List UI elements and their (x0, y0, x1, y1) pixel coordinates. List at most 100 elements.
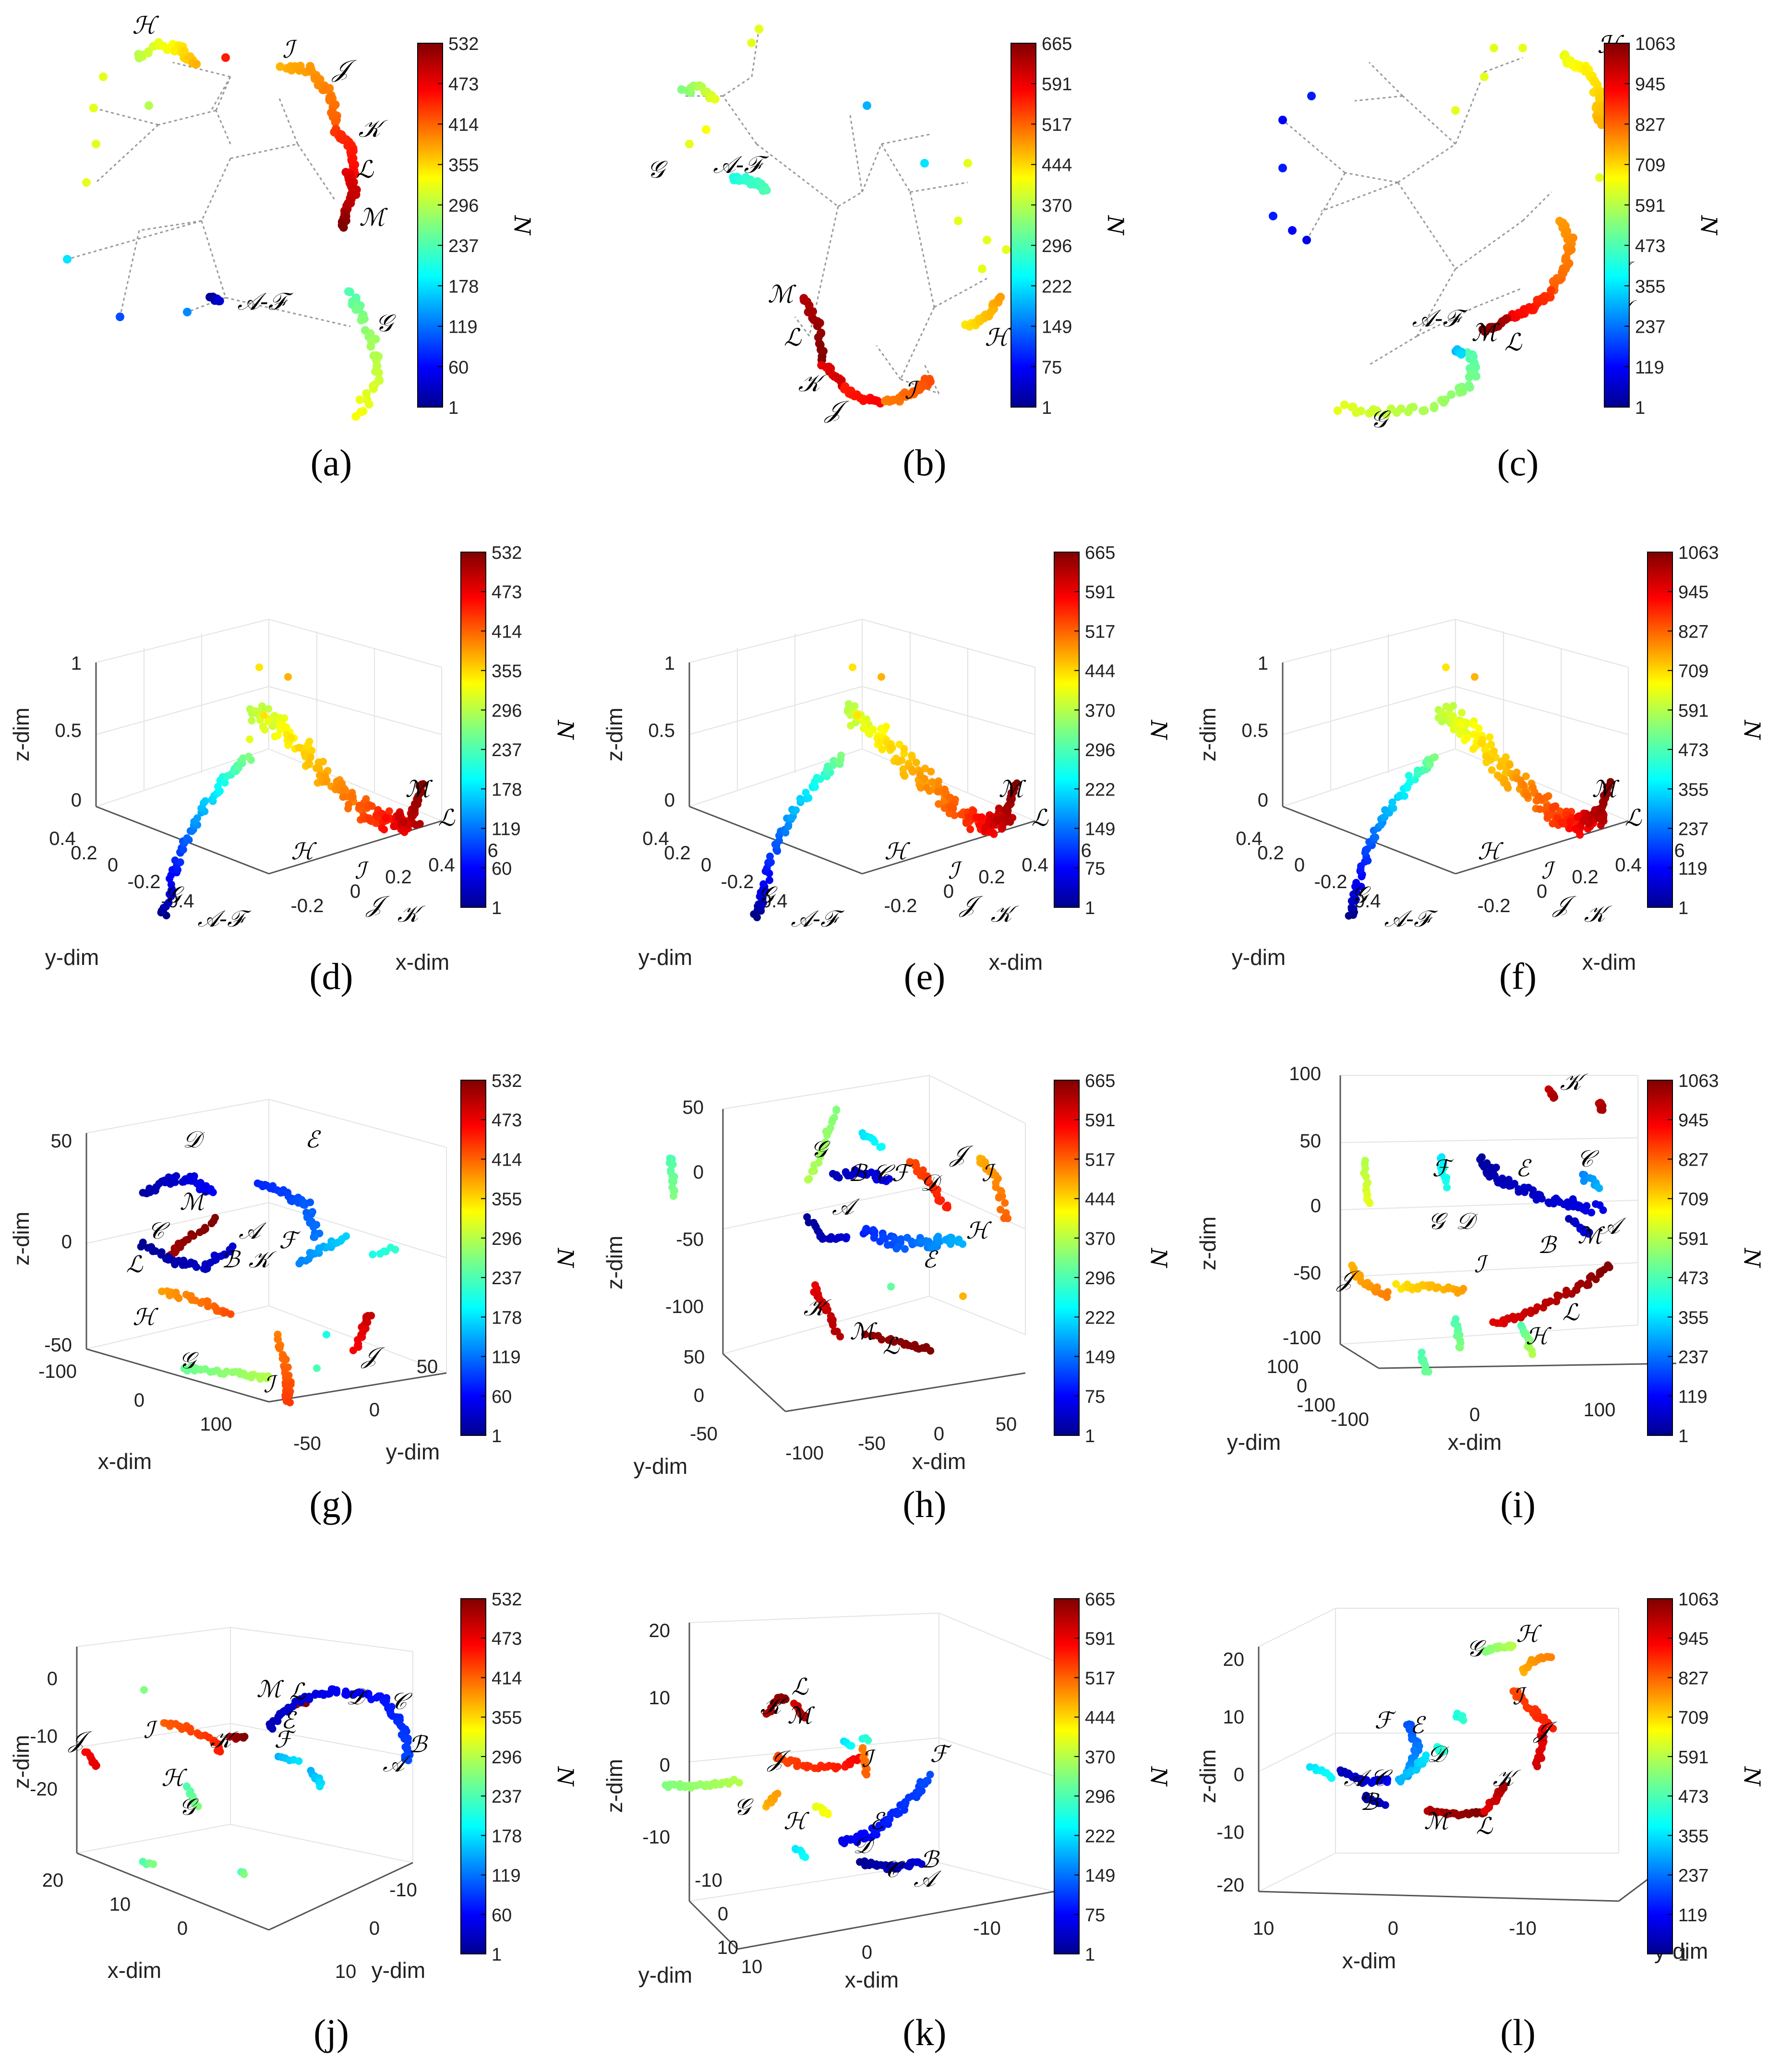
data-point (1288, 226, 1297, 235)
y-tick-label: -50 (690, 1423, 718, 1445)
cluster-label: ℬ (221, 1246, 241, 1273)
data-point (959, 1292, 967, 1300)
colorbar: 1 60 119 178 237 296 355 414 473 532 N (460, 1590, 578, 1965)
data-point (894, 758, 902, 766)
cluster-label: 𝒜 (239, 1217, 267, 1244)
cluster-label: ℐ (144, 1717, 158, 1744)
cluster-label: 𝒢 (179, 1794, 199, 1820)
data-point (1498, 1783, 1506, 1792)
tree-edge (861, 144, 882, 193)
z-tick-label: 1 (71, 653, 82, 674)
data-point (1469, 352, 1478, 361)
data-point (869, 1226, 878, 1234)
data-point (1499, 1181, 1507, 1189)
data-point (1278, 164, 1287, 172)
data-point (1400, 792, 1408, 800)
cluster-label: ℒ (784, 324, 802, 351)
data-point (983, 236, 991, 244)
data-point (1307, 92, 1316, 100)
data-point (388, 1712, 397, 1720)
data-point (89, 104, 98, 112)
data-point (1333, 406, 1342, 415)
y-tick-label: 0 (701, 855, 711, 876)
colorbar-label: N (553, 720, 578, 740)
colorbar-tick-label: 1 (1085, 1426, 1095, 1446)
data-point (917, 1860, 926, 1868)
x-tick-label: 0 (934, 1423, 944, 1445)
data-point (834, 1763, 842, 1771)
cluster-label: 𝒞 (148, 1217, 170, 1244)
data-point (782, 829, 790, 837)
x-tick-label: 0 (134, 1390, 144, 1411)
cluster-label: ℋ (985, 324, 1012, 351)
z-tick-label: 50 (683, 1097, 704, 1118)
data-point (1465, 383, 1474, 392)
y-tick-label: -0.2 (128, 871, 161, 892)
data-point (1505, 761, 1514, 769)
cluster-label: ℳ (850, 1318, 878, 1345)
data-point (1487, 756, 1495, 764)
tree-edge (1522, 191, 1552, 222)
y-tick-label: -10 (695, 1870, 722, 1891)
data-point (1437, 396, 1446, 405)
cluster-label: ℬ (1538, 1232, 1557, 1259)
data-point (822, 1306, 830, 1314)
data-point (864, 727, 872, 735)
y-axis-label: y-dim (1227, 1430, 1281, 1455)
data-point (1486, 733, 1494, 741)
data-point (390, 822, 398, 831)
data-point (1457, 350, 1466, 359)
y-axis-label: y-dim (1232, 945, 1286, 970)
data-point (322, 778, 330, 786)
y-tick-label: 0 (694, 1385, 704, 1406)
cluster-label: 𝒦 (798, 369, 828, 397)
data-point (1446, 705, 1454, 713)
data-point (116, 313, 124, 321)
panel-caption: (e) (904, 955, 946, 997)
data-point (888, 744, 896, 752)
axis-grid-line (1455, 619, 1629, 668)
data-point (982, 1165, 990, 1173)
data-point (295, 1757, 303, 1765)
data-point (796, 795, 804, 803)
colorbar-tick-label: 60 (448, 358, 469, 378)
tree-edge (1306, 172, 1346, 241)
colorbar-tick-label: 473 (1635, 236, 1665, 256)
tree-edge (876, 345, 902, 380)
x-axis-label: x-dim (108, 1958, 161, 1983)
x-tick-label: -0.2 (884, 895, 917, 916)
colorbar-tick-label: 591 (1678, 1229, 1708, 1249)
data-point (924, 1777, 932, 1785)
data-point (1597, 120, 1606, 129)
data-point (859, 396, 868, 405)
cluster-label: 𝒦 (1560, 1069, 1588, 1096)
cluster-label: ℒ (1504, 328, 1522, 356)
data-point (1457, 727, 1466, 735)
z-tick-label: -10 (30, 1726, 58, 1747)
data-point (144, 101, 153, 110)
tree-edge (1354, 95, 1403, 102)
tree-edge (1484, 57, 1523, 73)
colorbar-tick-label: 532 (448, 34, 479, 54)
data-point (948, 1237, 956, 1245)
z-tick-label: 20 (649, 1620, 671, 1641)
data-point (878, 746, 886, 754)
data-point (861, 1330, 869, 1338)
cluster-label: 𝒢 (165, 881, 184, 908)
colorbar-tick-label: 444 (1042, 156, 1072, 176)
panel-caption: (j) (313, 2012, 349, 2053)
y-tick-label: 100 (1267, 1356, 1299, 1377)
data-point (1442, 1177, 1450, 1185)
data-point (962, 819, 970, 827)
data-point (897, 1235, 905, 1243)
data-point (829, 1321, 837, 1329)
data-point (1604, 1261, 1612, 1269)
data-point (993, 817, 1001, 825)
cluster-label: ℒ (1476, 1813, 1493, 1840)
colorbar-tick-label: 296 (1085, 1268, 1115, 1289)
data-point (923, 783, 931, 792)
data-point (279, 722, 287, 730)
data-point (416, 820, 424, 828)
